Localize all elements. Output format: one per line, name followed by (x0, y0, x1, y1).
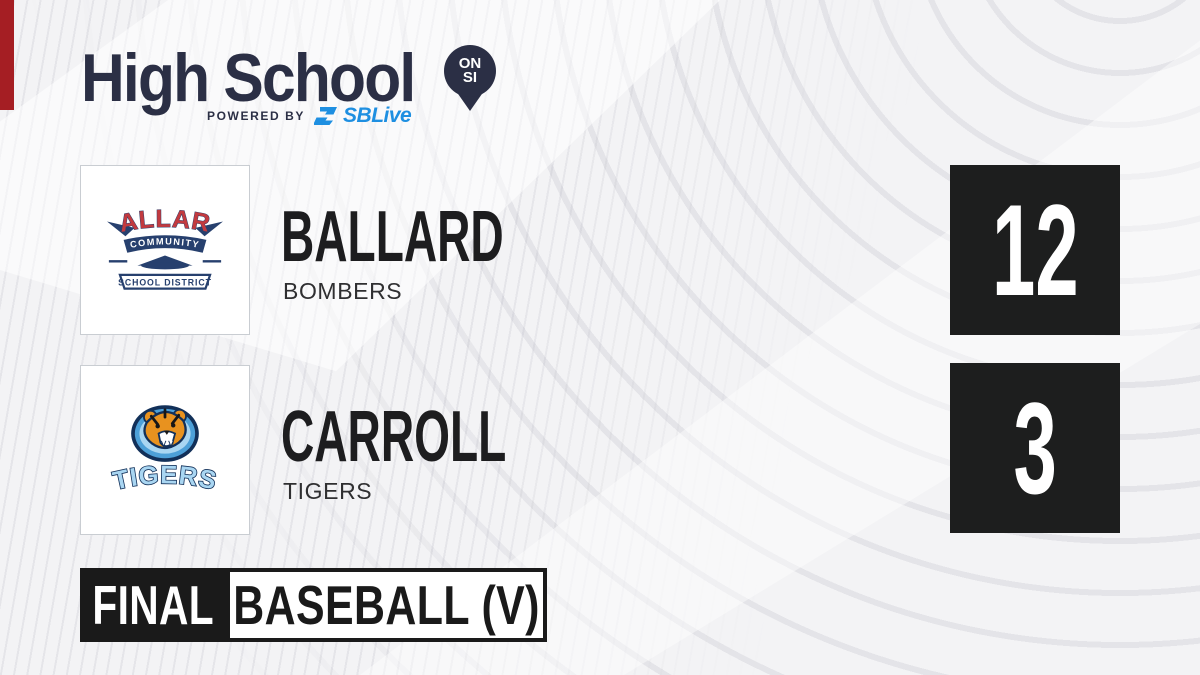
red-accent-bar (0, 0, 14, 110)
high-school-wordmark: High School (81, 40, 416, 116)
pin-text-si: SI (462, 69, 478, 86)
final-status-box: FINAL (80, 568, 226, 642)
score-value-carroll: 3 (1013, 375, 1057, 521)
crest-banner-text-holder: COMMUNITY (129, 236, 200, 249)
crest-bomber-plane (108, 255, 222, 270)
crest-banner-text: COMMUNITY (129, 236, 199, 249)
sblive-logo: SBLive (314, 104, 412, 128)
team-name-carroll: CARROLL (281, 397, 507, 477)
pin-circle: ON SI (444, 45, 496, 97)
crest-ribbon-text: SCHOOL DISTRICT (118, 277, 212, 287)
score-value-ballard: 12 (991, 177, 1079, 323)
crest-banner (123, 235, 207, 253)
team-mascot-bombers: BOMBERS (283, 278, 403, 304)
pin-text-on: ON (458, 55, 482, 72)
tiger-head (143, 408, 187, 450)
final-status-label: FINAL (92, 574, 214, 636)
crest-ribbon (118, 273, 212, 290)
crest-wing-left (107, 221, 135, 237)
sblive-s-icon (314, 107, 338, 125)
on-si-pin-icon: ON SI (444, 45, 496, 115)
event-box: BASEBALL (V) (226, 568, 547, 642)
team-name-ballard: BALLARD (281, 197, 504, 277)
ballard-logo-box: BALLARD COMMUNITY SCHOOL DISTRICT (80, 165, 250, 335)
ballard-crest-logo: BALLARD COMMUNITY SCHOOL DISTRICT (96, 190, 223, 290)
powered-by-label: POWERED BY (207, 109, 306, 123)
tigers-logo: TIGERS (110, 405, 219, 496)
carroll-logo-box: TIGERS (80, 365, 250, 535)
crest-wing-right (195, 221, 223, 237)
crest-primary-text-holder: BALLARD (96, 190, 213, 238)
team-mascot-tigers: TIGERS (283, 478, 373, 504)
tigers-text: TIGERS (110, 460, 220, 496)
sblive-wordmark: SBLive (343, 104, 412, 127)
event-label: BASEBALL (V) (233, 574, 540, 636)
tigers-text-holder: TIGERS (110, 461, 219, 495)
crest-primary-text: BALLARD (96, 190, 212, 238)
powered-by-row: POWERED BY SBLive (207, 104, 412, 128)
score-box-ballard: 12 (950, 165, 1120, 335)
score-box-carroll: 3 (950, 363, 1120, 533)
